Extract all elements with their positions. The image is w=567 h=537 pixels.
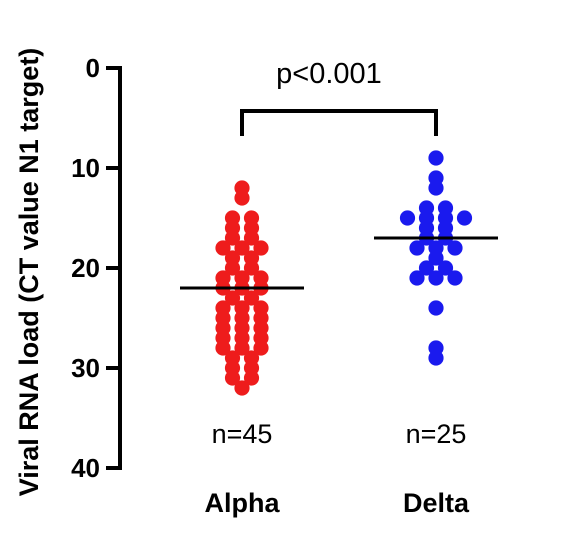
data-point-alpha-20-1 (243, 260, 260, 276)
data-point-delta-19-0 (428, 250, 444, 266)
data-point-alpha-23-1 (243, 290, 260, 306)
data-point-delta-21-0 (409, 270, 425, 286)
y-tick-label-4: 40 (71, 453, 100, 483)
n-label-alpha: n=45 (212, 419, 273, 449)
data-point-alpha-28-1 (234, 340, 250, 356)
y-tick-label-3: 30 (71, 353, 100, 383)
data-point-delta-9-0 (428, 150, 444, 166)
data-point-delta-12-0 (428, 180, 444, 196)
data-point-alpha-23-0 (224, 290, 241, 306)
data-point-alpha-18-0 (215, 240, 231, 256)
data-point-delta-24-0 (428, 300, 444, 316)
data-point-alpha-18-2 (253, 240, 269, 256)
data-point-delta-20-1 (437, 260, 454, 276)
data-point-alpha-28-0 (215, 340, 231, 356)
p-value-label: p<0.001 (276, 58, 382, 90)
data-point-delta-18-0 (409, 240, 425, 256)
bracket-line (240, 109, 438, 136)
data-point-delta-15-0 (399, 210, 416, 226)
x-category-label-0: Alpha (204, 488, 280, 518)
data-points (215, 150, 473, 396)
y-tick-label-2: 20 (71, 253, 100, 283)
data-point-delta-15-3 (456, 210, 473, 226)
y-tick-label-1: 10 (71, 153, 100, 183)
data-point-delta-21-2 (447, 270, 463, 286)
data-point-delta-18-2 (447, 240, 463, 256)
median-lines (180, 236, 498, 290)
x-category-label-1: Delta (403, 488, 470, 518)
data-point-delta-29-0 (428, 350, 444, 366)
data-point-delta-20-0 (418, 260, 435, 276)
data-point-alpha-20-0 (224, 260, 241, 276)
n-label-delta: n=25 (406, 419, 467, 449)
y-tick-label-0: 0 (86, 53, 100, 83)
data-point-alpha-17-1 (243, 230, 260, 246)
data-point-alpha-31-1 (243, 370, 260, 386)
x-axis-labels: Alpha Delta (204, 488, 469, 518)
data-point-alpha-17-0 (224, 230, 241, 246)
data-point-alpha-13-0 (234, 190, 250, 206)
significance-bracket: p<0.001 (240, 58, 438, 136)
data-point-alpha-18-1 (234, 240, 250, 256)
data-point-alpha-28-2 (253, 340, 269, 356)
data-point-alpha-32-0 (234, 380, 250, 396)
data-point-delta-21-1 (428, 270, 444, 286)
y-axis-ticks: 0 10 20 30 40 (71, 53, 120, 483)
n-labels: n=45 n=25 (212, 419, 467, 449)
data-point-alpha-31-0 (224, 370, 241, 386)
y-axis-label: Viral RNA load (CT value N1 target) (14, 48, 44, 497)
